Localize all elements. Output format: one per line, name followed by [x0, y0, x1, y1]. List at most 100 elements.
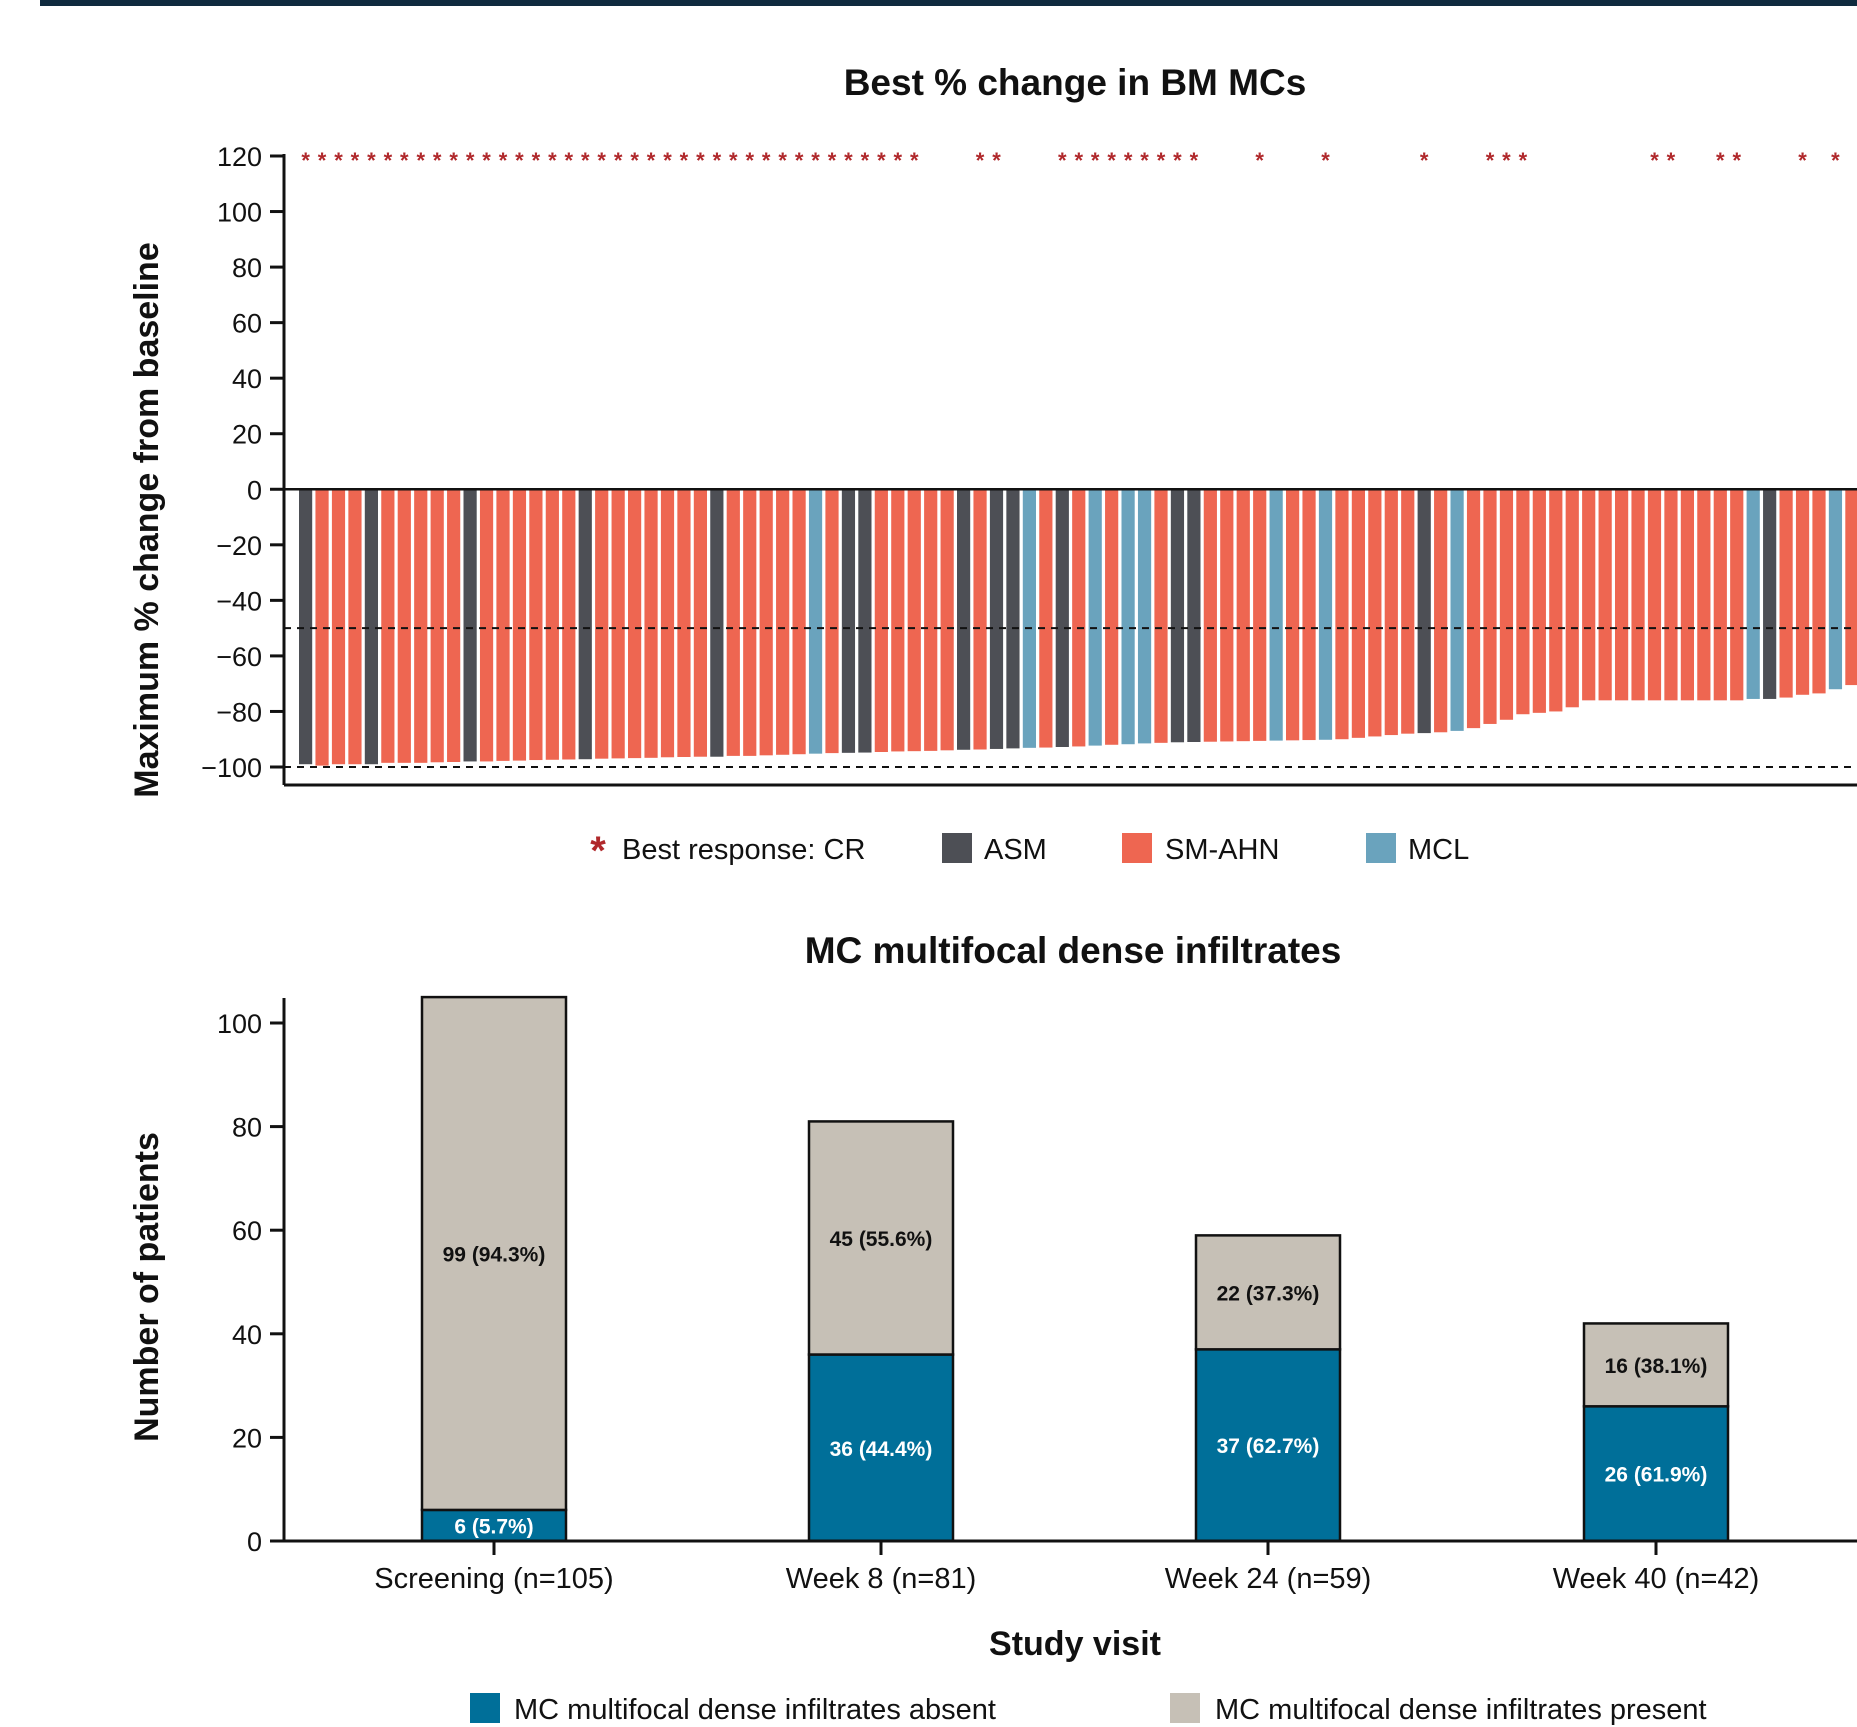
waterfall-bar: [776, 489, 790, 755]
waterfall-bar: [1384, 489, 1398, 736]
waterfall-bar: [1795, 489, 1810, 695]
waterfall-bar: [743, 489, 757, 756]
waterfall-bar: [1220, 489, 1234, 742]
top-chart-bars: [299, 489, 1857, 766]
waterfall-bar: [1351, 489, 1365, 738]
bottom-chart-y-axis-title: Number of patients: [128, 1132, 166, 1442]
legend-mcl-swatch: [1366, 833, 1396, 863]
cr-star-marker: *: [351, 148, 360, 173]
cr-star-marker: *: [795, 148, 804, 173]
waterfall-bar: [348, 489, 362, 765]
top-y-tick-label: 80: [232, 253, 262, 283]
present-segment-label: 22 (37.3%): [1217, 1282, 1320, 1305]
cr-star-marker: *: [696, 148, 705, 173]
top-chart-title: Best % change in BM MCs: [844, 62, 1307, 103]
waterfall-bar: [512, 489, 527, 761]
top-chart-cr-markers: * * * * * * * * * * * * * * * * * * * * * * * * * * * * * * * * * * * * * * * *…: [301, 148, 1840, 173]
absent-bar-segment: [1194, 1348, 1342, 1543]
waterfall-bar: [430, 489, 444, 763]
cr-star-marker: *: [1650, 148, 1659, 173]
bottom-x-tick-label: Screening (n=105): [374, 1563, 613, 1595]
waterfall-bar: [1615, 489, 1629, 701]
absent-segment-label: 26 (61.9%): [1605, 1464, 1708, 1487]
waterfall-bar: [463, 489, 477, 762]
waterfall-bar: [957, 489, 971, 750]
waterfall-bar: [1499, 489, 1514, 720]
waterfall-bar: [299, 489, 313, 765]
waterfall-bar: [1187, 489, 1201, 742]
bottom-x-tick-label: Week 24 (n=59): [1165, 1563, 1372, 1595]
waterfall-bar: [1055, 489, 1069, 747]
waterfall-bar: [1812, 489, 1826, 694]
top-y-tick-label: 100: [217, 198, 262, 228]
cr-star-marker: *: [680, 148, 689, 173]
absent-segment-label: 37 (62.7%): [1217, 1435, 1320, 1458]
cr-star-marker: *: [992, 148, 1001, 173]
cr-star-marker: *: [861, 148, 870, 173]
bottom-y-tick-label: 20: [232, 1423, 262, 1453]
cr-star-marker: *: [1255, 148, 1264, 173]
waterfall-bar: [710, 489, 724, 757]
waterfall-bar: [1697, 489, 1711, 701]
cr-star-marker: *: [301, 148, 310, 173]
top-y-tick-label: −80: [216, 697, 262, 727]
cr-star-marker: *: [811, 148, 820, 173]
waterfall-bar: [1401, 489, 1415, 734]
top-y-tick-label: −100: [201, 753, 262, 783]
cr-star-marker: *: [1716, 148, 1725, 173]
waterfall-bar: [529, 489, 543, 761]
waterfall-bar: [808, 489, 823, 754]
cr-star-marker: *: [1798, 148, 1807, 173]
cr-star-marker: *: [663, 148, 672, 173]
waterfall-bar: [1516, 489, 1530, 715]
cr-star-marker: *: [318, 148, 327, 173]
waterfall-bar: [1532, 489, 1546, 713]
bottom-y-tick-label: 60: [232, 1216, 262, 1246]
waterfall-bar: [891, 489, 905, 752]
cr-star-marker: *: [778, 148, 787, 173]
cr-star-marker: *: [1058, 148, 1067, 173]
waterfall-bar: [628, 489, 642, 759]
waterfall-bar: [677, 489, 691, 757]
cr-star-marker: *: [532, 148, 541, 173]
cr-star-marker: *: [499, 148, 508, 173]
top-y-tick-label: −60: [216, 642, 262, 672]
present-segment-label: 16 (38.1%): [1605, 1355, 1708, 1378]
bottom-chart-title: MC multifocal dense infiltrates: [805, 930, 1342, 971]
legend-cr-star-icon: *: [590, 829, 606, 873]
cr-star-marker: *: [1420, 148, 1429, 173]
waterfall-bar: [907, 489, 921, 752]
top-y-tick-label: 60: [232, 309, 262, 339]
waterfall-bar: [1664, 489, 1678, 701]
waterfall-bar: [364, 489, 378, 765]
waterfall-bar: [1236, 489, 1250, 742]
waterfall-bar: [858, 489, 872, 753]
top-y-tick-label: 120: [217, 142, 262, 172]
dense-infiltrates-stacked-chart: MC multifocal dense infiltrates Number o…: [128, 930, 1857, 1726]
cr-star-marker: *: [1519, 148, 1528, 173]
legend-absent-swatch: [470, 1693, 500, 1723]
waterfall-bar: [1631, 489, 1645, 701]
waterfall-bar: [1105, 489, 1119, 745]
absent-bar-segment: [807, 1353, 955, 1543]
waterfall-bar: [825, 489, 839, 754]
cr-star-marker: *: [548, 148, 557, 173]
waterfall-bar: [331, 489, 346, 765]
absent-segment-label: 6 (5.7%): [454, 1515, 533, 1538]
waterfall-bar: [1549, 489, 1563, 712]
waterfall-bar: [973, 489, 987, 750]
cr-star-marker: *: [894, 148, 903, 173]
bm-mc-waterfall-chart: Best % change in BM MCs Maximum % change…: [128, 62, 1857, 873]
cr-star-marker: *: [482, 148, 491, 173]
waterfall-bar: [1368, 489, 1382, 737]
top-chart-legend: * Best response: CR ASM SM-AHN MCL: [590, 829, 1469, 873]
waterfall-bar: [1483, 489, 1497, 724]
waterfall-bar: [397, 489, 411, 763]
bottom-y-tick-label: 0: [247, 1527, 262, 1557]
cr-star-marker: *: [713, 148, 722, 173]
cr-star-marker: *: [630, 148, 639, 173]
waterfall-bar: [1253, 489, 1267, 741]
waterfall-bar: [611, 489, 625, 759]
waterfall-bar: [414, 489, 428, 763]
cr-star-marker: *: [416, 148, 425, 173]
